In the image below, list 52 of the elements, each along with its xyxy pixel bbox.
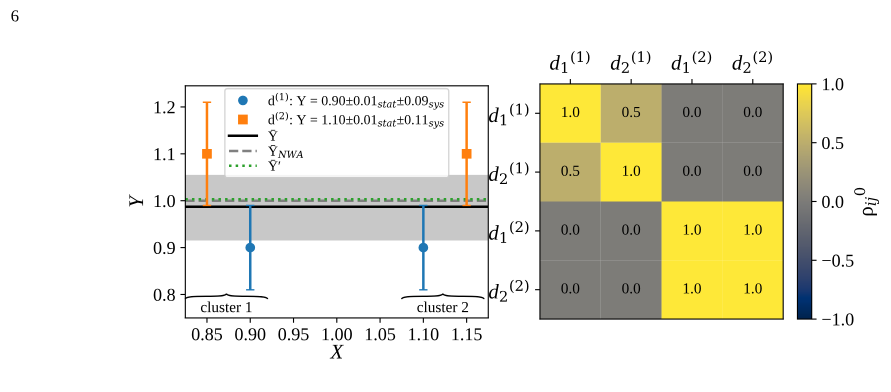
data-label: 1.0 [562,106,580,118]
x-tick-label: d$_{1}$$^{(1)}$ [550,50,590,73]
x-tick-label: 0.95 [278,328,309,340]
y-tick-label: d$_{1}$$^{(1)}$ [488,103,528,126]
data-label: 0.0 [622,283,640,294]
color-bar-label: −0.5 [822,254,854,267]
data-label: 1.0 [744,224,762,235]
data-label: 0.5 [561,166,580,176]
data-label: 0.5 [622,106,640,118]
color-bar-label: 1.0 [823,78,844,90]
color-bar-label: 0.5 [822,136,844,150]
text: 6 [11,10,19,22]
y-tick-label: 1.0 [154,194,175,208]
x-tick-label: 1.15 [452,328,482,340]
y-tick-label: d$_{2}$$^{(2)}$ [488,280,528,302]
y-tick-label: 1.1 [154,148,175,160]
annotation: cluster 2 [417,302,468,312]
legend-label: d$^{(1)}$: Y = 0.90±0.01$_{stat}$±0.09$_{sys}$ [268,92,444,110]
x-tick-label: 1.05 [366,328,396,340]
y-tick-label: d$_{2}$$^{(1)}$ [488,162,528,184]
x-axis-title: X [330,344,344,358]
data-label: 1.0 [622,166,640,176]
x-tick-label: 1.10 [409,328,438,340]
data-label: 0.0 [744,106,762,118]
data-label: 0.0 [561,283,580,294]
data-label: 0.0 [744,166,762,176]
legend-label: Ȳ [268,130,278,141]
legend-label: d$^{(2)}$: Y = 1.10±0.01$_{stat}$±0.11$_{sys}$ [268,112,444,129]
y-tick-label: 1.2 [154,101,175,114]
data-label: 0.0 [683,166,701,176]
x-tick-label: 0.85 [192,328,222,340]
y-tick-label: 0.8 [154,288,175,301]
x-tick-label: d$_{1}$$^{(2)}$ [672,50,712,73]
data-label: 1.0 [684,283,701,294]
legend-label: Ȳ$_{NWA}$ [268,145,304,158]
x-tick-label: d$_{2}$$^{(1)}$ [610,50,650,73]
data-label: 0.0 [561,224,580,235]
legend-label: Ȳ′ [268,160,280,171]
data-label: 1.0 [744,283,762,294]
x-tick-label: d$_{2}$$^{(2)}$ [732,50,772,73]
color-bar-label: 0.0 [822,196,844,208]
annotation: cluster 1 [200,302,252,312]
data-label: 0.0 [622,224,640,235]
y-tick-label: 0.9 [154,242,175,254]
y-tick-label: d$_{1}$$^{(2)}$ [488,220,528,243]
x-tick-label: 1.00 [322,328,352,340]
y-axis-title: Y [129,194,144,206]
x-tick-label: 0.90 [235,328,266,340]
color-bar-title: ρ$_{ij}$$^{0}$ [854,188,880,216]
data-label: 1.0 [684,224,701,235]
data-label: 0.0 [683,106,701,118]
color-bar-label: −1.0 [822,313,854,326]
